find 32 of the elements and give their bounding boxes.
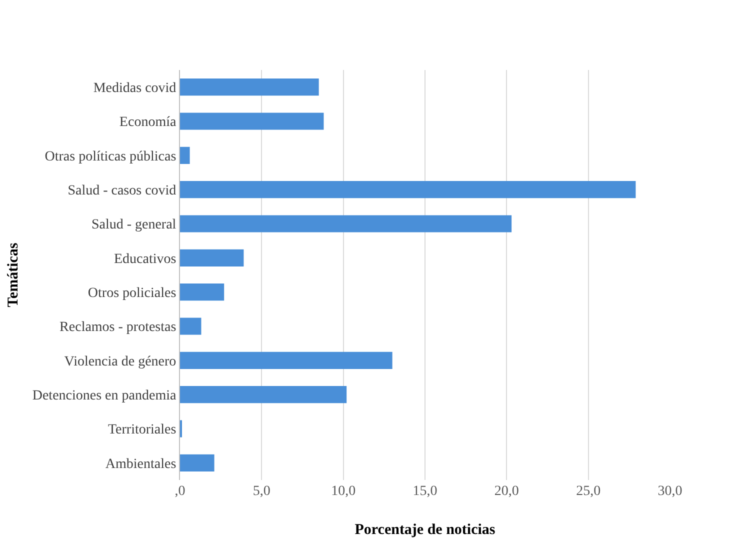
bar: [180, 112, 324, 130]
y-tick-label: Violencia de género: [64, 354, 176, 370]
bar: [180, 78, 319, 96]
y-tick-label: Otros policiales: [88, 286, 176, 301]
y-tick-label: Educativos: [114, 252, 176, 267]
x-axis-title: Porcentaje de noticias: [354, 522, 496, 538]
y-tick-label: Salud - casos covid: [68, 183, 176, 198]
bar: [180, 215, 512, 232]
x-tick-label: 5,0: [252, 484, 270, 499]
bar: [180, 249, 244, 266]
y-tick-label: Ambientales: [105, 456, 176, 472]
y-tick-label: Medidas covid: [93, 80, 176, 96]
bar: [180, 386, 347, 404]
bar: [180, 318, 202, 335]
x-tick-label: 25,0: [576, 484, 601, 499]
x-tick-label: 10,0: [331, 484, 356, 499]
y-tick-label: Economía: [119, 115, 177, 130]
bar: [180, 352, 392, 369]
y-tick-label: Reclamos - protestas: [60, 320, 176, 336]
y-tick-label: Salud - general: [91, 218, 176, 233]
bar: [180, 284, 224, 301]
y-tick-label: Territoriales: [108, 422, 176, 438]
x-tick-label: ,0: [174, 484, 186, 499]
bar: [180, 181, 636, 198]
y-tick-label: Otras políticas públicas: [44, 149, 176, 164]
x-tick-label: 30,0: [658, 484, 682, 499]
bar: [180, 146, 190, 164]
x-tick-label: 15,0: [412, 484, 438, 499]
bar: [180, 454, 214, 472]
y-tick-label: Detenciones en pandemia: [32, 388, 177, 404]
x-tick-label: 20,0: [494, 484, 519, 499]
y-axis-title: Temáticas: [6, 242, 22, 308]
